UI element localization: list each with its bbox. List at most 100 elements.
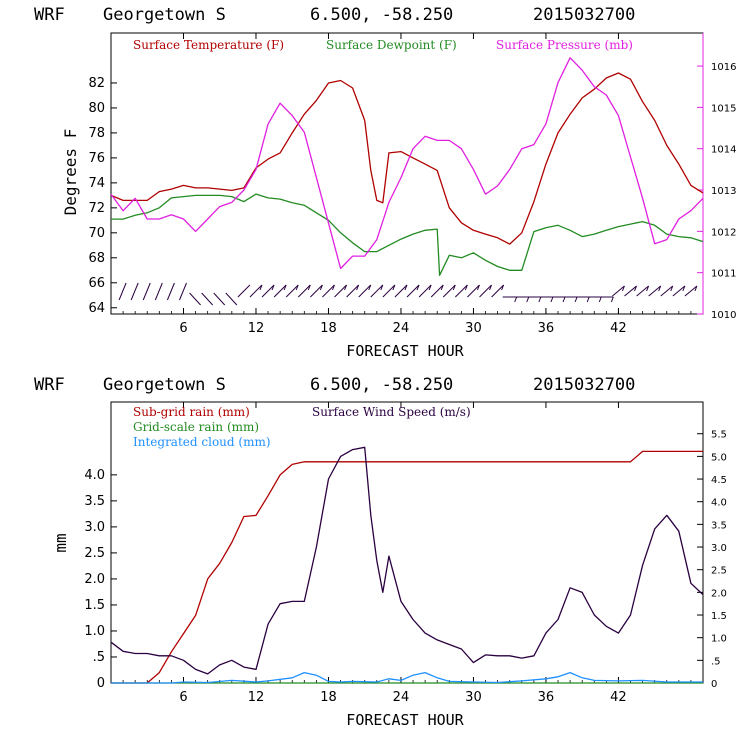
wind-barb-flag <box>428 284 432 291</box>
panel2-y2-tick-label: 1.0 <box>711 634 727 645</box>
panel2-x-tick-label: 24 <box>393 690 410 705</box>
panel2-y-tick-label: .5 <box>93 650 105 665</box>
panel2-x-tick-label: 6 <box>179 690 187 705</box>
panel2-x-tick-label: 18 <box>320 690 337 705</box>
panel2-y2-tick-label: 4.0 <box>711 498 727 509</box>
panel1-x-tick-label: 36 <box>538 321 555 336</box>
wind-barb-flag <box>514 296 518 303</box>
panel2-y-tick-label: 2.0 <box>84 572 105 587</box>
wind-barb <box>612 285 625 297</box>
wind-barb-flag <box>440 284 444 291</box>
wind-barb-flag <box>621 285 625 292</box>
wind-barb <box>455 284 468 298</box>
wind-barb <box>249 284 263 298</box>
wind-barb <box>406 284 420 298</box>
panel2-y-tick-label: 1.5 <box>84 598 105 613</box>
wind-barb-flag <box>574 296 578 303</box>
wind-barb <box>142 282 151 301</box>
legend-subgrid-rain: Sub-grid rain (mm) <box>133 405 250 419</box>
wind-barb <box>358 284 372 298</box>
wind-barb <box>648 285 661 297</box>
panel1-y-tick-label: 74 <box>88 176 105 191</box>
wind-barb <box>624 285 637 297</box>
panel2-y2-tick-label: 1.5 <box>711 611 727 622</box>
panel1-x-axis-label: FORECAST HOUR <box>346 342 464 360</box>
wind-barb-flag <box>610 296 614 303</box>
panel1-y-tick-label: 68 <box>88 251 105 266</box>
wind-barb-flag <box>464 284 468 291</box>
wind-barb-flag <box>658 285 662 292</box>
panel1-y-axis-label: Degrees F <box>61 129 80 216</box>
wind-barb <box>334 284 347 298</box>
wind-barb-flag <box>476 284 480 291</box>
wind-barb <box>382 284 396 298</box>
panel1-y-tick-label: 82 <box>88 76 105 91</box>
wind-barb <box>636 285 649 297</box>
wind-barb-flag <box>404 284 408 291</box>
panel2-series-line-2 <box>111 671 703 684</box>
panel2-x-tick-label: 36 <box>538 690 555 705</box>
wind-barb-flag <box>368 284 372 291</box>
wind-barb-flag <box>598 296 602 303</box>
wind-barb <box>201 292 214 306</box>
panel2-y2-tick-label: 5.5 <box>711 430 727 441</box>
wind-barb <box>213 292 226 306</box>
wind-barb <box>491 284 504 298</box>
panel2-header-model: WRF <box>34 375 65 395</box>
wind-barb-flag <box>392 284 396 291</box>
wind-barb-flag <box>670 285 674 292</box>
wind-barb <box>660 285 674 297</box>
wind-barb <box>237 284 251 298</box>
wind-barb-flag <box>634 285 637 292</box>
wind-barb <box>297 284 311 298</box>
wind-barb-flag <box>295 284 299 291</box>
wind-barb-flag <box>319 284 323 291</box>
wind-barb-flag <box>550 296 554 303</box>
wind-barb-flag <box>344 284 348 291</box>
panel2-y-tick-label: 4.0 <box>84 468 105 483</box>
panel2-y2-tick-label: 5.0 <box>711 452 727 463</box>
wind-barb-flag <box>489 284 492 291</box>
wind-barb-flag <box>259 284 263 291</box>
panel1-y-tick-label: 72 <box>88 201 105 216</box>
wind-barb-flag <box>538 296 542 303</box>
wind-barb <box>166 282 175 301</box>
wind-barb <box>370 284 384 298</box>
wind-barb-flag <box>356 284 360 291</box>
panel1-y-tick-label: 80 <box>88 101 105 116</box>
panel2-y-tick-label: 3.5 <box>84 494 105 509</box>
wind-barb <box>310 284 323 298</box>
wind-barb <box>467 284 480 298</box>
wind-barb <box>322 284 335 298</box>
wind-barb <box>672 285 686 297</box>
panel2-y-tick-label: 3.0 <box>84 520 105 535</box>
legend-surface-temperature: Surface Temperature (F) <box>133 38 284 52</box>
panel1-y2-tick-label: 1010 <box>711 310 736 321</box>
panel2-y-axis-label: mm <box>51 533 70 552</box>
panel2-y-tick-label: 0 <box>97 676 105 691</box>
panel1-series-line-1 <box>111 193 704 276</box>
wind-barb-flag <box>452 284 456 291</box>
panel1-y2-tick-label: 1011 <box>711 269 736 280</box>
panel1-y2-tick-label: 1016 <box>711 62 736 73</box>
panel2-series-line-0 <box>111 450 703 684</box>
panel1-y2-tick-label: 1014 <box>711 145 736 156</box>
wind-barb-flag <box>682 285 686 292</box>
wind-barb <box>442 284 456 298</box>
panel2-y-tick-label: 2.5 <box>84 546 105 561</box>
panel1-y2-tick-label: 1013 <box>711 186 736 197</box>
panel1-header-run: 2015032700 <box>533 5 635 25</box>
panel1-x-tick-label: 42 <box>610 321 627 336</box>
panel2-y-tick-label: 1.0 <box>84 624 105 639</box>
wind-barb-flag <box>283 284 287 291</box>
panel2-y2-tick-label: 4.5 <box>711 475 727 486</box>
panel1-series-line-2 <box>110 57 704 270</box>
wind-barb <box>418 284 432 298</box>
wind-barb <box>154 282 163 301</box>
panel1-y2-tick-label: 1012 <box>711 227 736 238</box>
panel2-y2-tick-label: .5 <box>711 656 721 667</box>
panel2-x-tick-label: 12 <box>248 690 265 705</box>
wind-barb-flag <box>307 284 311 291</box>
panel1-x-tick-label: 18 <box>320 321 337 336</box>
